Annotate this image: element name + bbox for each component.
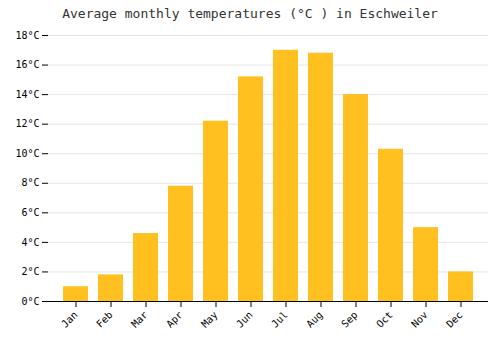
html-text:Average monthly temperatures (: Average monthly temperatures (°C ) in Es… <box>62 6 438 21</box>
svg-text:Jan: Jan <box>59 309 80 330</box>
svg-text:4°C: 4°C <box>21 237 39 248</box>
svg-text:Aug: Aug <box>304 309 325 330</box>
svg-text:Sep: Sep <box>339 309 360 330</box>
svg-text:Jul: Jul <box>269 309 290 330</box>
svg-text:8°C: 8°C <box>21 177 39 188</box>
svg-text:6°C: 6°C <box>21 207 39 218</box>
svg-text:Feb: Feb <box>94 309 115 330</box>
svg-text:Jun: Jun <box>234 309 255 330</box>
svg-text:18°C: 18°C <box>15 30 39 41</box>
svg-text:Mar: Mar <box>129 309 150 330</box>
svg-text:0°C: 0°C <box>21 296 39 307</box>
svg-text:Apr: Apr <box>164 309 185 330</box>
svg-text:Nov: Nov <box>409 309 430 330</box>
svg-text:2°C: 2°C <box>21 266 39 277</box>
svg-text:16°C: 16°C <box>15 59 39 70</box>
svg-text:10°C: 10°C <box>15 148 39 159</box>
svg-text:12°C: 12°C <box>15 118 39 129</box>
svg-text:Dec: Dec <box>444 309 465 330</box>
svg-text:14°C: 14°C <box>15 89 39 100</box>
svg-text:Oct: Oct <box>374 309 395 330</box>
svg-text:May: May <box>199 309 220 330</box>
